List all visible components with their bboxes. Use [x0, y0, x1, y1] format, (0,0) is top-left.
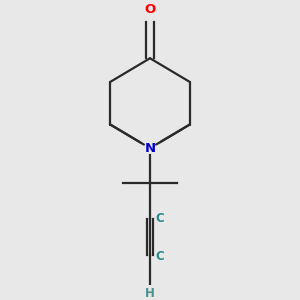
Text: C: C [156, 212, 164, 225]
Text: O: O [144, 3, 156, 16]
Text: N: N [144, 142, 156, 155]
Text: C: C [156, 250, 164, 262]
Text: H: H [145, 287, 155, 300]
